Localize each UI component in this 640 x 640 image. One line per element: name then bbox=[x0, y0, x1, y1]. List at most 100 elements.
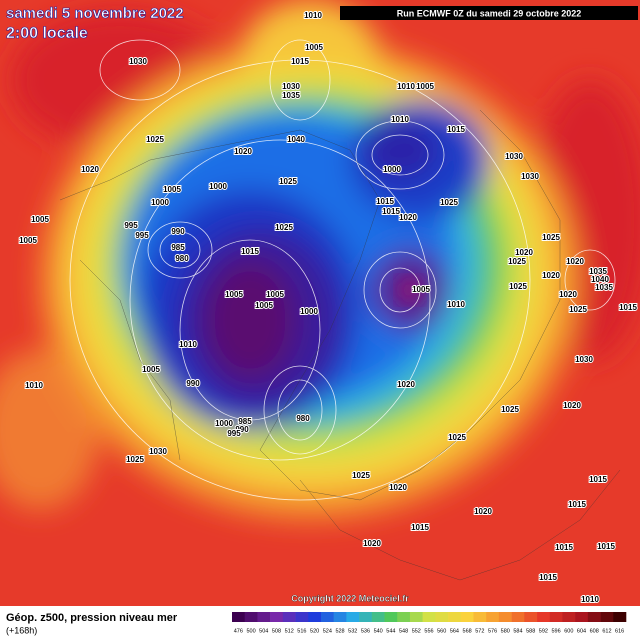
colorbar-swatch bbox=[448, 612, 462, 622]
pressure-label: 1010 bbox=[391, 115, 409, 124]
colorbar-swatch bbox=[270, 612, 284, 622]
colorbar-label: 516 bbox=[297, 628, 306, 634]
pressure-label: 1025 bbox=[352, 471, 370, 480]
pressure-label: 1030 bbox=[282, 82, 300, 91]
colorbar-swatch bbox=[320, 612, 334, 622]
pressure-label: 1030 bbox=[505, 152, 523, 161]
colorbar-swatch bbox=[244, 612, 258, 622]
pressure-label: 1020 bbox=[81, 165, 99, 174]
copyright: Copyright 2022 Meteociel.fr bbox=[291, 593, 409, 603]
pressure-label: 1020 bbox=[389, 483, 407, 492]
pressure-label: 1005 bbox=[266, 290, 284, 299]
pressure-label: 1020 bbox=[566, 257, 584, 266]
pressure-label: 1000 bbox=[215, 419, 233, 428]
run-text: Run ECMWF 0Z du samedi 29 octobre 2022 bbox=[397, 8, 582, 18]
colorbar-swatch bbox=[613, 612, 627, 622]
colorbar-label: 524 bbox=[323, 628, 332, 634]
colorbar-label: 520 bbox=[310, 628, 319, 634]
pressure-label: 1005 bbox=[163, 185, 181, 194]
colorbar-label: 500 bbox=[246, 628, 255, 634]
colorbar-label: 564 bbox=[450, 628, 459, 634]
colorbar-swatch bbox=[371, 612, 385, 622]
pressure-label: 1015 bbox=[382, 207, 400, 216]
colorbar-label: 600 bbox=[564, 628, 573, 634]
pressure-label: 1025 bbox=[440, 198, 458, 207]
colorbar-label: 544 bbox=[386, 628, 395, 634]
colorbar-label: 616 bbox=[615, 628, 624, 634]
pressure-label: 995 bbox=[227, 429, 241, 438]
pressure-label: 980 bbox=[175, 254, 189, 263]
colorbar-label: 512 bbox=[285, 628, 294, 634]
pressure-label: 1005 bbox=[31, 215, 49, 224]
pressure-label: 985 bbox=[238, 417, 252, 426]
colorbar-swatch bbox=[409, 612, 423, 622]
colorbar-label: 532 bbox=[348, 628, 357, 634]
pressure-label: 1035 bbox=[595, 283, 613, 292]
pressure-label: 1015 bbox=[291, 57, 309, 66]
colorbar-label: 560 bbox=[437, 628, 446, 634]
colorbar-swatch bbox=[232, 612, 246, 622]
colorbar-swatch bbox=[498, 612, 512, 622]
legend-subtitle: (+168h) bbox=[6, 625, 37, 635]
pressure-label: 1025 bbox=[146, 135, 164, 144]
pressure-label: 980 bbox=[296, 414, 310, 423]
pressure-label: 1015 bbox=[539, 573, 557, 582]
colorbar-swatch bbox=[397, 612, 411, 622]
colorbar-label: 608 bbox=[590, 628, 599, 634]
pressure-label: 1040 bbox=[287, 135, 305, 144]
pressure-label: 1010 bbox=[25, 381, 43, 390]
colorbar-label: 604 bbox=[577, 628, 586, 634]
pressure-label: 1005 bbox=[255, 301, 273, 310]
pressure-label: 1015 bbox=[447, 125, 465, 134]
colorbar-swatch bbox=[308, 612, 322, 622]
pressure-label: 1000 bbox=[209, 182, 227, 191]
height-field bbox=[0, 0, 640, 606]
pressure-label: 1020 bbox=[234, 147, 252, 156]
pressure-label: 1020 bbox=[542, 271, 560, 280]
coastlines bbox=[59, 109, 621, 581]
pressure-label: 1030 bbox=[129, 57, 147, 66]
pressure-label: 1010 bbox=[397, 82, 415, 91]
pressure-label: 1015 bbox=[589, 475, 607, 484]
pressure-label: 1020 bbox=[397, 380, 415, 389]
pressure-label: 1000 bbox=[383, 165, 401, 174]
pressure-label: 1030 bbox=[521, 172, 539, 181]
colorbar-swatch bbox=[422, 612, 436, 622]
colorbar-swatch bbox=[346, 612, 360, 622]
colorbar-swatch bbox=[537, 612, 551, 622]
colorbar-label: 504 bbox=[259, 628, 268, 634]
pressure-label: 1010 bbox=[581, 595, 599, 604]
colorbar-label: 540 bbox=[374, 628, 383, 634]
pressure-label: 1020 bbox=[563, 401, 581, 410]
pressure-label: 1030 bbox=[575, 355, 593, 364]
pressure-label: 1020 bbox=[399, 213, 417, 222]
pressure-label: 1035 bbox=[589, 267, 607, 276]
pressure-label: 1020 bbox=[559, 290, 577, 299]
pressure-label: 1025 bbox=[569, 305, 587, 314]
pressure-label: 1040 bbox=[591, 275, 609, 284]
colorbar-label: 476 bbox=[234, 628, 243, 634]
pressure-label: 1005 bbox=[142, 365, 160, 374]
pressure-label: 1015 bbox=[241, 247, 259, 256]
colorbar-swatch bbox=[359, 612, 373, 622]
pressure-label: 1025 bbox=[508, 257, 526, 266]
pressure-label: 1010 bbox=[304, 11, 322, 20]
pressure-label: 1025 bbox=[275, 223, 293, 232]
pressure-label: 1015 bbox=[555, 543, 573, 552]
colorbar-swatch bbox=[473, 612, 487, 622]
colorbar-label: 552 bbox=[412, 628, 421, 634]
pressure-label: 1025 bbox=[126, 455, 144, 464]
pressure-label: 1025 bbox=[542, 233, 560, 242]
pressure-label: 1005 bbox=[416, 82, 434, 91]
colorbar-label: 612 bbox=[602, 628, 611, 634]
colorbar-label: 592 bbox=[539, 628, 548, 634]
colorbar-swatch bbox=[295, 612, 309, 622]
colorbar-label: 556 bbox=[424, 628, 433, 634]
colorbar-label: 536 bbox=[361, 628, 370, 634]
colorbar-swatch bbox=[486, 612, 500, 622]
colorbar-swatch bbox=[587, 612, 601, 622]
pressure-label: 1005 bbox=[305, 43, 323, 52]
pressure-label: 1000 bbox=[300, 307, 318, 316]
